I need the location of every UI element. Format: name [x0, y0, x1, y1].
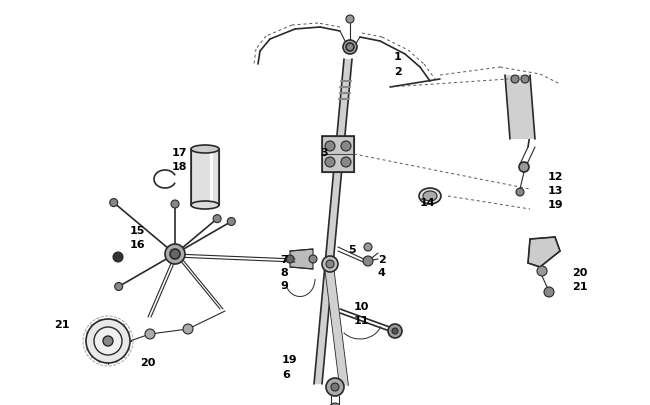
- Ellipse shape: [419, 189, 441, 205]
- Circle shape: [227, 218, 235, 226]
- Text: 6: 6: [282, 369, 290, 379]
- Text: 19: 19: [282, 354, 298, 364]
- Circle shape: [364, 243, 372, 252]
- Polygon shape: [314, 60, 352, 384]
- Circle shape: [94, 327, 122, 355]
- Circle shape: [363, 256, 373, 266]
- Circle shape: [322, 256, 338, 272]
- Circle shape: [346, 16, 354, 24]
- Circle shape: [341, 158, 351, 168]
- Ellipse shape: [191, 146, 219, 153]
- Text: 2: 2: [378, 254, 385, 264]
- Circle shape: [519, 162, 529, 173]
- Circle shape: [326, 378, 344, 396]
- Polygon shape: [322, 136, 354, 173]
- Ellipse shape: [191, 202, 219, 209]
- Polygon shape: [505, 76, 535, 140]
- Circle shape: [329, 403, 341, 405]
- Text: 8: 8: [280, 267, 288, 277]
- Circle shape: [343, 41, 357, 55]
- Circle shape: [171, 200, 179, 209]
- Text: 2: 2: [394, 67, 402, 77]
- Text: 19: 19: [548, 200, 564, 209]
- Circle shape: [145, 329, 155, 339]
- Text: 7: 7: [280, 254, 288, 264]
- Text: 5: 5: [348, 244, 356, 254]
- Text: 4: 4: [378, 267, 386, 277]
- Text: 1: 1: [394, 52, 402, 62]
- Text: 20: 20: [140, 357, 155, 367]
- Text: 11: 11: [354, 315, 369, 325]
- Circle shape: [326, 260, 334, 269]
- Text: 17: 17: [172, 148, 187, 158]
- Circle shape: [110, 199, 118, 207]
- Text: 21: 21: [54, 319, 70, 329]
- Circle shape: [183, 324, 193, 334]
- Circle shape: [544, 287, 554, 297]
- Text: 15: 15: [130, 226, 146, 235]
- Text: 12: 12: [548, 172, 564, 181]
- Text: 13: 13: [548, 185, 564, 196]
- Circle shape: [516, 189, 524, 196]
- Circle shape: [170, 249, 180, 259]
- Circle shape: [392, 328, 398, 334]
- Text: 9: 9: [280, 280, 288, 290]
- Text: 21: 21: [572, 281, 588, 291]
- Circle shape: [537, 266, 547, 276]
- Circle shape: [325, 158, 335, 168]
- Circle shape: [331, 383, 339, 391]
- Circle shape: [511, 76, 519, 84]
- Circle shape: [114, 283, 123, 291]
- Text: 16: 16: [130, 239, 146, 249]
- Circle shape: [86, 319, 130, 363]
- Polygon shape: [191, 149, 219, 205]
- Circle shape: [213, 215, 221, 223]
- Polygon shape: [325, 265, 348, 387]
- Circle shape: [309, 256, 317, 263]
- Text: 14: 14: [420, 198, 436, 207]
- Ellipse shape: [423, 192, 437, 202]
- Circle shape: [388, 324, 402, 338]
- Circle shape: [341, 142, 351, 151]
- Circle shape: [521, 76, 529, 84]
- Circle shape: [346, 44, 354, 52]
- Circle shape: [325, 142, 335, 151]
- Text: 18: 18: [172, 162, 187, 172]
- Polygon shape: [528, 237, 560, 267]
- Circle shape: [103, 336, 113, 346]
- Circle shape: [165, 244, 185, 264]
- Circle shape: [286, 256, 294, 263]
- Text: 10: 10: [354, 301, 369, 311]
- Circle shape: [113, 252, 123, 262]
- Polygon shape: [290, 249, 313, 269]
- Text: 20: 20: [572, 267, 588, 277]
- Text: 3: 3: [320, 148, 328, 158]
